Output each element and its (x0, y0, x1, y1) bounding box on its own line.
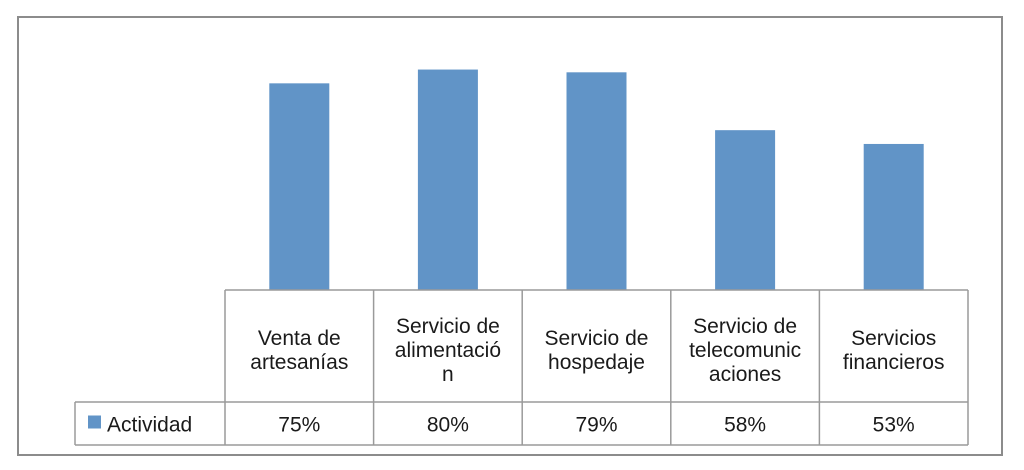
bar-2 (566, 72, 627, 290)
value-label-1: 80% (427, 414, 469, 437)
bar-4 (863, 143, 924, 290)
legend-label: Actividad (107, 414, 192, 437)
bar-1 (417, 69, 478, 290)
bar-3 (715, 130, 776, 290)
value-label-0: 75% (278, 414, 320, 437)
bar-0 (269, 83, 330, 290)
value-label-2: 79% (575, 414, 617, 437)
category-label-3: Servicio de telecomunic aciones (689, 315, 801, 386)
category-label-4: Servicios financieros (843, 327, 945, 374)
chart-frame (17, 16, 1003, 456)
value-label-3: 58% (724, 414, 766, 437)
legend-swatch (88, 415, 101, 429)
category-label-1: Servicio de alimentació n (395, 315, 501, 386)
value-label-4: 53% (873, 414, 915, 437)
category-label-0: Venta de artesanías (250, 327, 348, 374)
category-label-2: Servicio de hospedaje (545, 327, 649, 374)
